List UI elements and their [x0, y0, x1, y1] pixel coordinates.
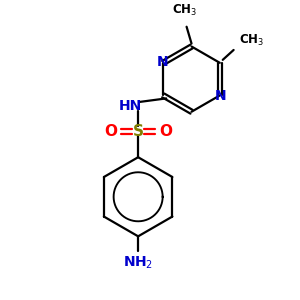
Text: N: N: [157, 55, 168, 69]
Text: CH$_3$: CH$_3$: [172, 3, 197, 19]
Text: NH$_2$: NH$_2$: [123, 255, 153, 271]
Text: O: O: [104, 124, 117, 139]
Text: S: S: [133, 124, 144, 139]
Text: HN: HN: [118, 99, 142, 113]
Text: CH$_3$: CH$_3$: [239, 32, 264, 48]
Text: N: N: [215, 89, 226, 103]
Text: O: O: [159, 124, 172, 139]
